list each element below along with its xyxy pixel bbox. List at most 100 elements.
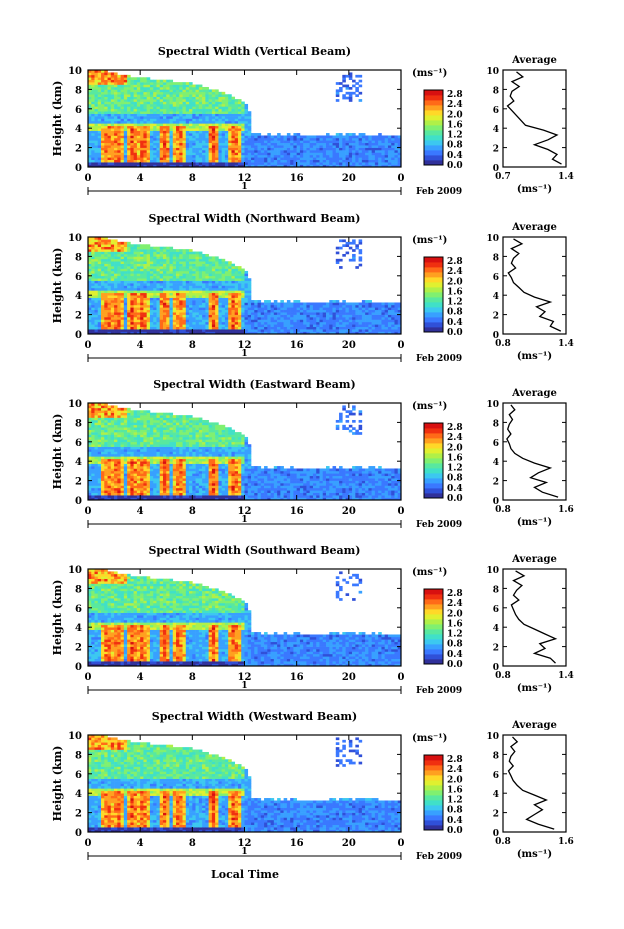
heatmap-cell: [296, 321, 301, 325]
heatmap-cell: [358, 249, 363, 252]
heatmap-cell: [140, 152, 144, 156]
heatmap-cell: [162, 319, 167, 323]
heatmap-cell: [358, 157, 363, 161]
heatmap-cell: [120, 266, 125, 269]
heatmap-cell: [397, 317, 402, 320]
heatmap-cell: [342, 317, 346, 320]
heatmap-cell: [283, 317, 288, 320]
heatmap-cell: [339, 312, 343, 315]
heatmap-cell: [290, 302, 294, 306]
heatmap-cell: [140, 331, 144, 335]
heatmap-cell: [94, 128, 99, 131]
heatmap-cell: [254, 150, 258, 153]
heatmap-cell: [172, 128, 177, 131]
heatmap-cell: [156, 157, 161, 161]
heatmap-cell: [244, 145, 249, 148]
heatmap-cell: [182, 86, 187, 90]
heatmap-cell: [123, 125, 128, 129]
heatmap-cell: [303, 159, 307, 163]
heatmap-cell: [208, 307, 213, 311]
heatmap-cell: [179, 273, 183, 277]
heatmap-cell: [394, 309, 399, 313]
heatmap-cell: [146, 118, 151, 122]
heatmap-cell: [218, 273, 222, 277]
heatmap-cell: [143, 91, 147, 95]
heatmap-cell: [224, 145, 229, 148]
heatmap-cell: [361, 135, 366, 139]
heatmap-cell: [107, 319, 112, 323]
heatmap-cell: [149, 152, 154, 156]
heatmap-cell: [153, 99, 157, 102]
colorbar: 2.82.42.01.61.20.80.40.0: [423, 89, 463, 171]
heatmap-cell: [394, 140, 399, 144]
heatmap-cell: [143, 331, 147, 335]
heatmap-cell: [374, 319, 379, 323]
heatmap-cell: [286, 157, 291, 161]
heatmap-cell: [189, 164, 193, 168]
heatmap-cell: [316, 331, 320, 335]
heatmap-cell: [133, 101, 138, 105]
heatmap-cell: [335, 326, 340, 330]
heatmap-cell: [277, 152, 281, 156]
heatmap-cell: [185, 84, 190, 88]
heatmap-cell: [156, 79, 161, 83]
heatmap-cell: [381, 309, 385, 313]
heatmap-cell: [94, 326, 99, 330]
heatmap-cell: [316, 164, 320, 168]
heatmap-cell: [277, 150, 281, 153]
y-tick-label: 0: [75, 330, 82, 341]
heatmap-cell: [319, 314, 324, 318]
heatmap-cell: [195, 150, 200, 153]
heatmap-cell: [234, 116, 239, 119]
heatmap-cell: [394, 135, 399, 139]
heatmap-cell: [221, 321, 226, 325]
heatmap-cell: [159, 164, 164, 168]
heatmap-cell: [94, 295, 99, 298]
heatmap-cell: [97, 94, 102, 97]
heatmap-cell: [273, 142, 278, 146]
heatmap-cell: [241, 280, 245, 284]
heatmap-cell: [162, 261, 167, 264]
heatmap-cell: [286, 152, 291, 156]
heatmap-cell: [215, 145, 219, 148]
heatmap-cell: [345, 159, 350, 163]
heatmap-cell: [107, 290, 112, 294]
heatmap-cell: [114, 118, 118, 122]
heatmap-cell: [127, 266, 131, 269]
heatmap-cell: [143, 145, 147, 148]
heatmap-cell: [224, 297, 229, 301]
heatmap-cell: [231, 145, 236, 148]
heatmap-cell: [221, 116, 226, 119]
heatmap-cell: [133, 113, 138, 117]
heatmap-cell: [387, 152, 392, 156]
heatmap-cell: [355, 307, 359, 311]
heatmap-cell: [153, 324, 157, 328]
heatmap-cell: [244, 270, 249, 274]
heatmap-cell: [202, 263, 206, 267]
heatmap-cell: [208, 96, 213, 100]
heatmap-cell: [123, 94, 128, 97]
heatmap-cell: [234, 101, 239, 105]
heatmap-cell: [365, 145, 369, 148]
heatmap-cell: [221, 91, 226, 95]
heatmap-cell: [120, 111, 125, 114]
heatmap-cell: [254, 137, 258, 141]
heatmap-cell: [290, 159, 294, 163]
heatmap-cell: [91, 261, 95, 264]
heatmap-cell: [185, 290, 190, 294]
heatmap-cell: [107, 154, 112, 158]
heatmap-cell: [146, 159, 151, 163]
heatmap-cell: [143, 249, 147, 252]
heatmap-cell: [211, 278, 216, 281]
heatmap-cell: [179, 249, 183, 252]
heatmap-cell: [185, 304, 190, 308]
heatmap-cell: [280, 142, 284, 146]
heatmap-cell: [127, 300, 131, 303]
heatmap-cell: [120, 297, 125, 301]
heatmap-cell: [97, 304, 102, 308]
heatmap-cell: [104, 145, 108, 148]
heatmap-cell: [195, 154, 200, 158]
heatmap-cell: [91, 300, 95, 303]
heatmap-cell: [140, 319, 144, 323]
heatmap-cell: [140, 261, 144, 264]
